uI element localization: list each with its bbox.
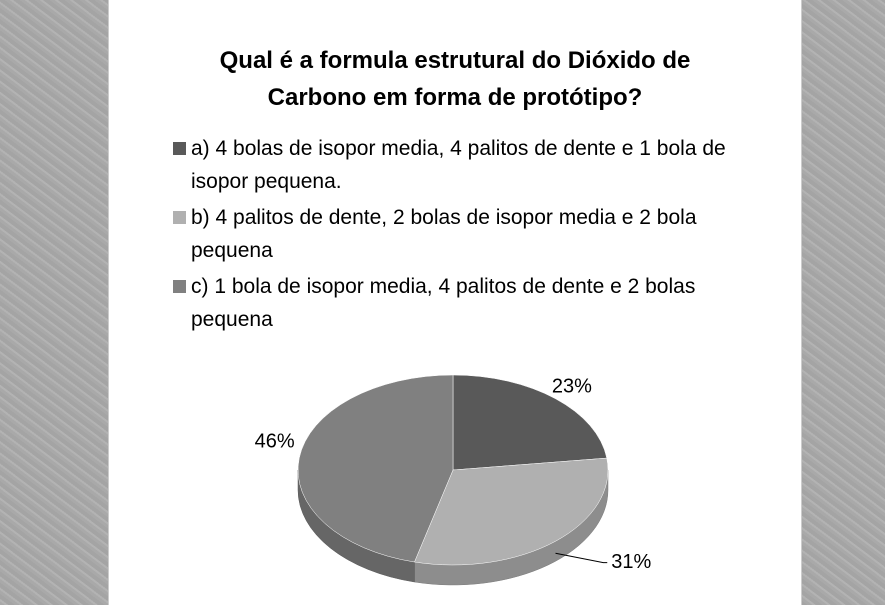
pie-slice bbox=[452, 374, 608, 471]
legend-item: c) 1 bola de isopor media, 4 palitos de … bbox=[173, 270, 753, 336]
pie-slice bbox=[297, 374, 454, 563]
legend-swatch bbox=[173, 280, 186, 293]
pie-tops bbox=[297, 374, 609, 566]
leader-line bbox=[555, 552, 608, 564]
legend-swatch bbox=[173, 211, 186, 224]
data-label: 31% bbox=[611, 551, 651, 573]
chart-title: Qual é a formula estrutural do Dióxido d… bbox=[219, 47, 691, 111]
legend-label: c) 1 bola de isopor media, 4 palitos de … bbox=[191, 275, 696, 331]
legend-swatch bbox=[173, 142, 186, 155]
legend-label: b) 4 palitos de dente, 2 bolas de isopor… bbox=[191, 206, 697, 262]
legend-item: a) 4 bolas de isopor media, 4 palitos de… bbox=[173, 132, 753, 198]
chart-panel: Qual é a formula estrutural do Dióxido d… bbox=[108, 0, 802, 605]
data-label: 23% bbox=[552, 376, 592, 398]
legend-label: a) 4 bolas de isopor media, 4 palitos de… bbox=[191, 137, 726, 193]
legend-item: b) 4 palitos de dente, 2 bolas de isopor… bbox=[173, 201, 753, 267]
pie-slice bbox=[414, 457, 609, 566]
legend: a) 4 bolas de isopor media, 4 palitos de… bbox=[173, 132, 753, 339]
data-label: 46% bbox=[255, 430, 295, 452]
